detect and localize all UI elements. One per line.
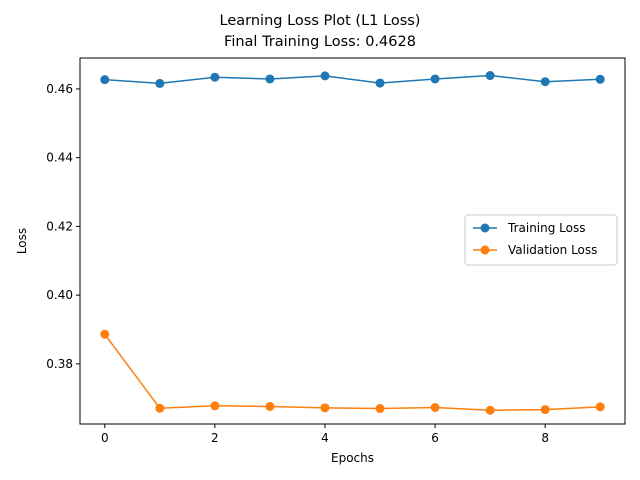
data-point <box>155 403 165 413</box>
legend-marker <box>480 223 490 233</box>
data-point <box>375 404 385 414</box>
data-point <box>595 402 605 412</box>
data-point <box>155 78 165 88</box>
y-tick-label: 0.42 <box>46 219 73 233</box>
y-tick-label: 0.44 <box>46 151 73 165</box>
data-point <box>595 74 605 84</box>
data-point <box>540 405 550 415</box>
legend-box <box>464 214 618 266</box>
data-point <box>375 78 385 88</box>
data-point <box>265 401 275 411</box>
data-point <box>210 72 220 82</box>
chart-title: Learning Loss Plot (L1 Loss) <box>219 13 421 29</box>
plot-frame <box>79 57 626 425</box>
data-point <box>430 403 440 413</box>
legend-label: Validation Loss <box>508 243 597 257</box>
legend-label: Training Loss <box>507 221 585 235</box>
data-point <box>100 75 110 85</box>
chart-subtitle: Final Training Loss: 0.4628 <box>224 34 416 50</box>
x-tick-label: 0 <box>101 431 109 445</box>
data-point <box>265 74 275 84</box>
data-point <box>100 329 110 339</box>
y-tick-label: 0.46 <box>46 82 73 96</box>
data-point <box>320 71 330 81</box>
data-point <box>320 403 330 413</box>
x-tick-label: 4 <box>321 431 329 445</box>
series-line-1 <box>104 74 601 85</box>
x-tick-label: 8 <box>541 431 549 445</box>
series-line-2 <box>104 333 601 412</box>
data-point <box>430 74 440 84</box>
y-tick-label: 0.40 <box>46 288 73 302</box>
x-axis-label: Epochs <box>331 451 374 465</box>
data-point <box>210 401 220 411</box>
x-tick-label: 2 <box>211 431 219 445</box>
data-point <box>485 405 495 415</box>
legend-marker <box>480 245 490 255</box>
y-axis-label: Loss <box>15 228 29 254</box>
data-point <box>540 77 550 87</box>
y-tick-label: 0.38 <box>46 357 73 371</box>
x-tick-label: 6 <box>431 431 439 445</box>
legend: Training Loss Validation Loss <box>464 214 618 266</box>
data-point <box>485 71 495 81</box>
